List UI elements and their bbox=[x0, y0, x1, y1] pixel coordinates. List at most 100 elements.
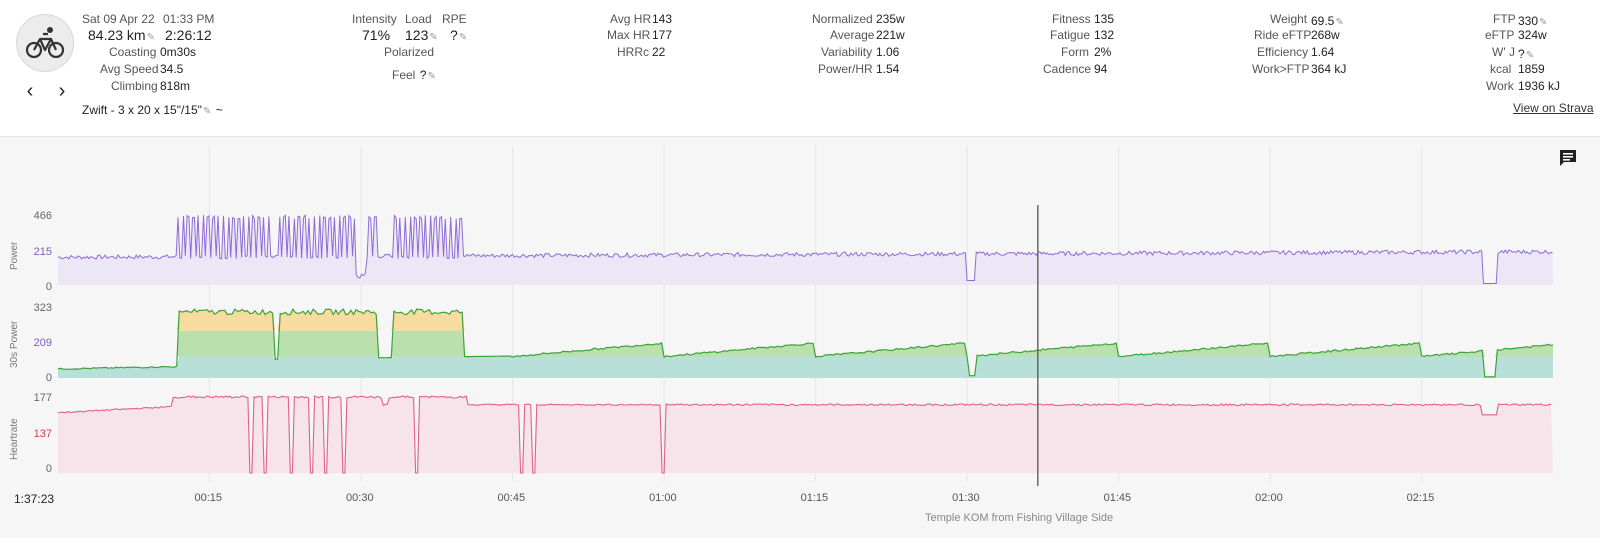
x-axis-start-time: 1:37:23 bbox=[14, 492, 55, 506]
wj-value: ? bbox=[1518, 47, 1525, 61]
cadence-label: Cadence bbox=[1043, 62, 1092, 76]
work-value: 1936 kJ bbox=[1518, 79, 1561, 93]
work-ftp-value: 364 kJ bbox=[1311, 62, 1347, 76]
power30-tick-mid: 209 bbox=[33, 337, 52, 349]
power-hr-value: 1.54 bbox=[876, 62, 900, 76]
eftp-value: 324w bbox=[1518, 28, 1547, 42]
x-axis-tick: 01:45 bbox=[1103, 492, 1132, 504]
pencil-icon[interactable]: ✎ bbox=[146, 32, 155, 43]
x-axis-tick: 01:30 bbox=[952, 492, 980, 504]
ftp-value: 330 bbox=[1518, 14, 1539, 28]
average-label: Average bbox=[830, 28, 875, 42]
polarized-label: Polarized bbox=[384, 45, 435, 59]
fatigue-value: 132 bbox=[1094, 28, 1115, 42]
avg-hr-label: Avg HR bbox=[610, 12, 652, 26]
pencil-icon[interactable]: ✎ bbox=[1525, 50, 1535, 61]
pencil-icon[interactable]: ✎ bbox=[202, 106, 212, 117]
cadence-value: 94 bbox=[1094, 62, 1108, 76]
power30-zone-band-0 bbox=[58, 356, 1553, 378]
average-value: 221w bbox=[876, 28, 905, 42]
x-axis-tick: 00:45 bbox=[497, 492, 526, 504]
weight-value: 69.5 bbox=[1311, 14, 1335, 28]
previous-activity-button[interactable]: ‹ bbox=[26, 80, 34, 102]
power30-zone-band-1 bbox=[58, 330, 1553, 357]
work-ftp-label: Work>FTP bbox=[1252, 62, 1310, 76]
activity-date: Sat 09 Apr 22 bbox=[82, 12, 155, 26]
power30-zone-band-2 bbox=[58, 309, 1553, 331]
max-hr-value: 177 bbox=[652, 28, 673, 42]
fitness-value: 135 bbox=[1094, 12, 1115, 26]
heartrate-tick-max: 177 bbox=[33, 392, 52, 404]
ftp-field[interactable]: 330✎ bbox=[1518, 12, 1547, 30]
activity-header: ‹ › Sat 09 Apr 22 01:33 PM 84.23 km✎ 2:2… bbox=[0, 0, 1600, 137]
power-trace-fill bbox=[58, 215, 1553, 285]
weight-field[interactable]: 69.5✎ bbox=[1311, 12, 1344, 30]
rpe-label: RPE bbox=[442, 12, 467, 26]
wj-label: W' J bbox=[1492, 45, 1515, 59]
activity-name-text: Zwift - 3 x 20 x 15"/15" bbox=[82, 103, 202, 117]
avg-hr-value: 143 bbox=[652, 12, 673, 26]
efficiency-label: Efficiency bbox=[1257, 45, 1309, 59]
bicycle-icon bbox=[25, 27, 65, 59]
x-axis-tick: 01:15 bbox=[800, 492, 829, 504]
variability-value: 1.06 bbox=[876, 45, 900, 59]
hrrc-value: 22 bbox=[652, 45, 666, 59]
weight-label: Weight bbox=[1270, 12, 1308, 26]
power-tick-zero: 0 bbox=[45, 281, 52, 293]
pencil-icon[interactable]: ✎ bbox=[1539, 17, 1548, 28]
feel-value: ? bbox=[419, 68, 427, 82]
power30-tick-zero: 0 bbox=[45, 372, 52, 384]
pencil-icon[interactable]: ✎ bbox=[1335, 17, 1344, 28]
coasting-label: Coasting bbox=[109, 45, 157, 59]
max-hr-label: Max HR bbox=[607, 28, 651, 42]
eftp-label: eFTP bbox=[1485, 28, 1515, 42]
power30-trace-line bbox=[57, 308, 1554, 378]
hrrc-label: HRRc bbox=[617, 45, 649, 59]
distance-value: 84.23 km bbox=[88, 27, 146, 43]
x-axis-tick: 02:15 bbox=[1406, 492, 1435, 504]
intensity-value: 71% bbox=[362, 27, 391, 43]
comment-icon[interactable] bbox=[1558, 148, 1578, 168]
activity-type-avatar bbox=[16, 14, 74, 72]
pencil-icon[interactable]: ✎ bbox=[427, 71, 436, 82]
pencil-icon[interactable]: ✎ bbox=[429, 32, 438, 43]
x-axis-tick: 02:00 bbox=[1255, 492, 1283, 504]
next-activity-button[interactable]: › bbox=[58, 80, 66, 102]
tilde-button[interactable]: ~ bbox=[215, 103, 223, 117]
load-field[interactable]: 123✎ bbox=[405, 27, 438, 45]
power-trace-line bbox=[57, 213, 1553, 284]
heartrate-tick-mid: 137 bbox=[33, 428, 52, 440]
activity-name[interactable]: Zwift - 3 x 20 x 15"/15"✎ ~ bbox=[82, 101, 223, 119]
pencil-icon[interactable]: ✎ bbox=[458, 32, 468, 43]
coasting-value: 0m30s bbox=[160, 45, 197, 59]
avg-speed-value: 34.5 bbox=[160, 62, 184, 76]
rpe-field[interactable]: ?✎ bbox=[450, 27, 467, 45]
rpe-value: ? bbox=[450, 27, 458, 43]
fitness-label: Fitness bbox=[1052, 12, 1091, 26]
power-tick-mid: 215 bbox=[33, 246, 52, 258]
x-axis-tick: 00:15 bbox=[194, 492, 223, 504]
form-label: Form bbox=[1061, 45, 1089, 59]
segment-label: Temple KOM from Fishing Village Side bbox=[925, 512, 1114, 524]
wj-field[interactable]: ?✎ bbox=[1518, 45, 1534, 63]
feel-label: Feel bbox=[392, 68, 416, 82]
distance-field[interactable]: 84.23 km✎ bbox=[88, 27, 155, 45]
power30-tick-max: 323 bbox=[33, 302, 52, 314]
heartrate-trace-fill bbox=[58, 395, 1553, 473]
climbing-value: 818m bbox=[160, 79, 191, 93]
heartrate-tick-zero: 0 bbox=[45, 463, 52, 475]
load-value: 123 bbox=[405, 27, 429, 43]
x-axis-tick: 01:00 bbox=[649, 492, 677, 504]
activity-traces[interactable] bbox=[0, 137, 1600, 538]
form-value: 2% bbox=[1094, 45, 1112, 59]
duration-value: 2:26:12 bbox=[165, 27, 212, 43]
kcal-label: kcal bbox=[1490, 62, 1512, 76]
normalized-label: Normalized bbox=[812, 12, 873, 26]
ride-eftp-label: Ride eFTP bbox=[1254, 28, 1312, 42]
intensity-label: Intensity bbox=[352, 12, 397, 26]
normalized-value: 235w bbox=[876, 12, 905, 26]
view-on-strava-link[interactable]: View on Strava bbox=[1513, 101, 1594, 115]
x-axis-tick: 00:30 bbox=[346, 492, 374, 504]
feel-field[interactable]: Feel ?✎ bbox=[392, 66, 436, 84]
efficiency-value: 1.64 bbox=[1311, 45, 1335, 59]
